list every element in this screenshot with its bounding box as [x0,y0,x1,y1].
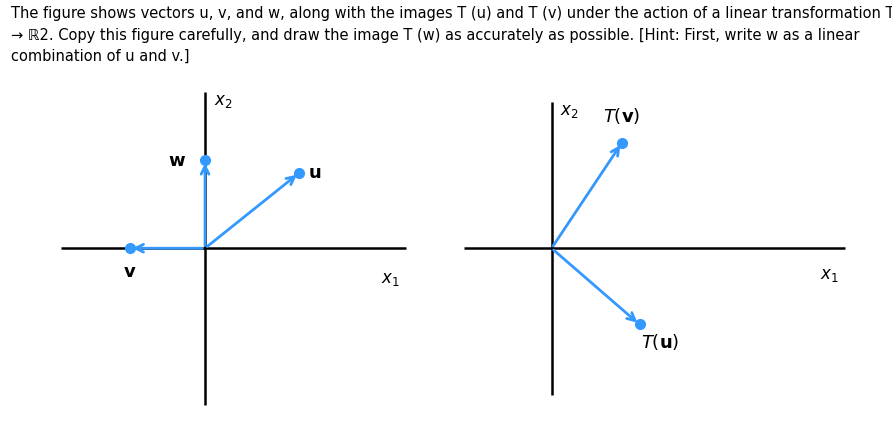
Text: $x_1$: $x_1$ [821,266,839,284]
Text: The figure shows vectors u, v, and w, along with the images T (u) and T (v) unde: The figure shows vectors u, v, and w, al… [11,6,892,21]
Text: $\mathbf{u}$: $\mathbf{u}$ [308,164,321,182]
Text: $T(\mathbf{u})$: $T(\mathbf{u})$ [641,332,679,352]
Text: → ℝ2. Copy this figure carefully, and draw the image T (w) as accurately as poss: → ℝ2. Copy this figure carefully, and dr… [11,28,859,43]
Text: $\mathbf{w}$: $\mathbf{w}$ [168,152,186,169]
Text: $\mathbf{v}$: $\mathbf{v}$ [123,263,136,281]
Text: $x_2$: $x_2$ [214,92,233,110]
Text: $T(\mathbf{v})$: $T(\mathbf{v})$ [603,106,640,126]
Text: $x_2$: $x_2$ [560,101,579,119]
Text: combination of u and v.]: combination of u and v.] [11,49,189,64]
Text: $x_1$: $x_1$ [381,270,400,288]
